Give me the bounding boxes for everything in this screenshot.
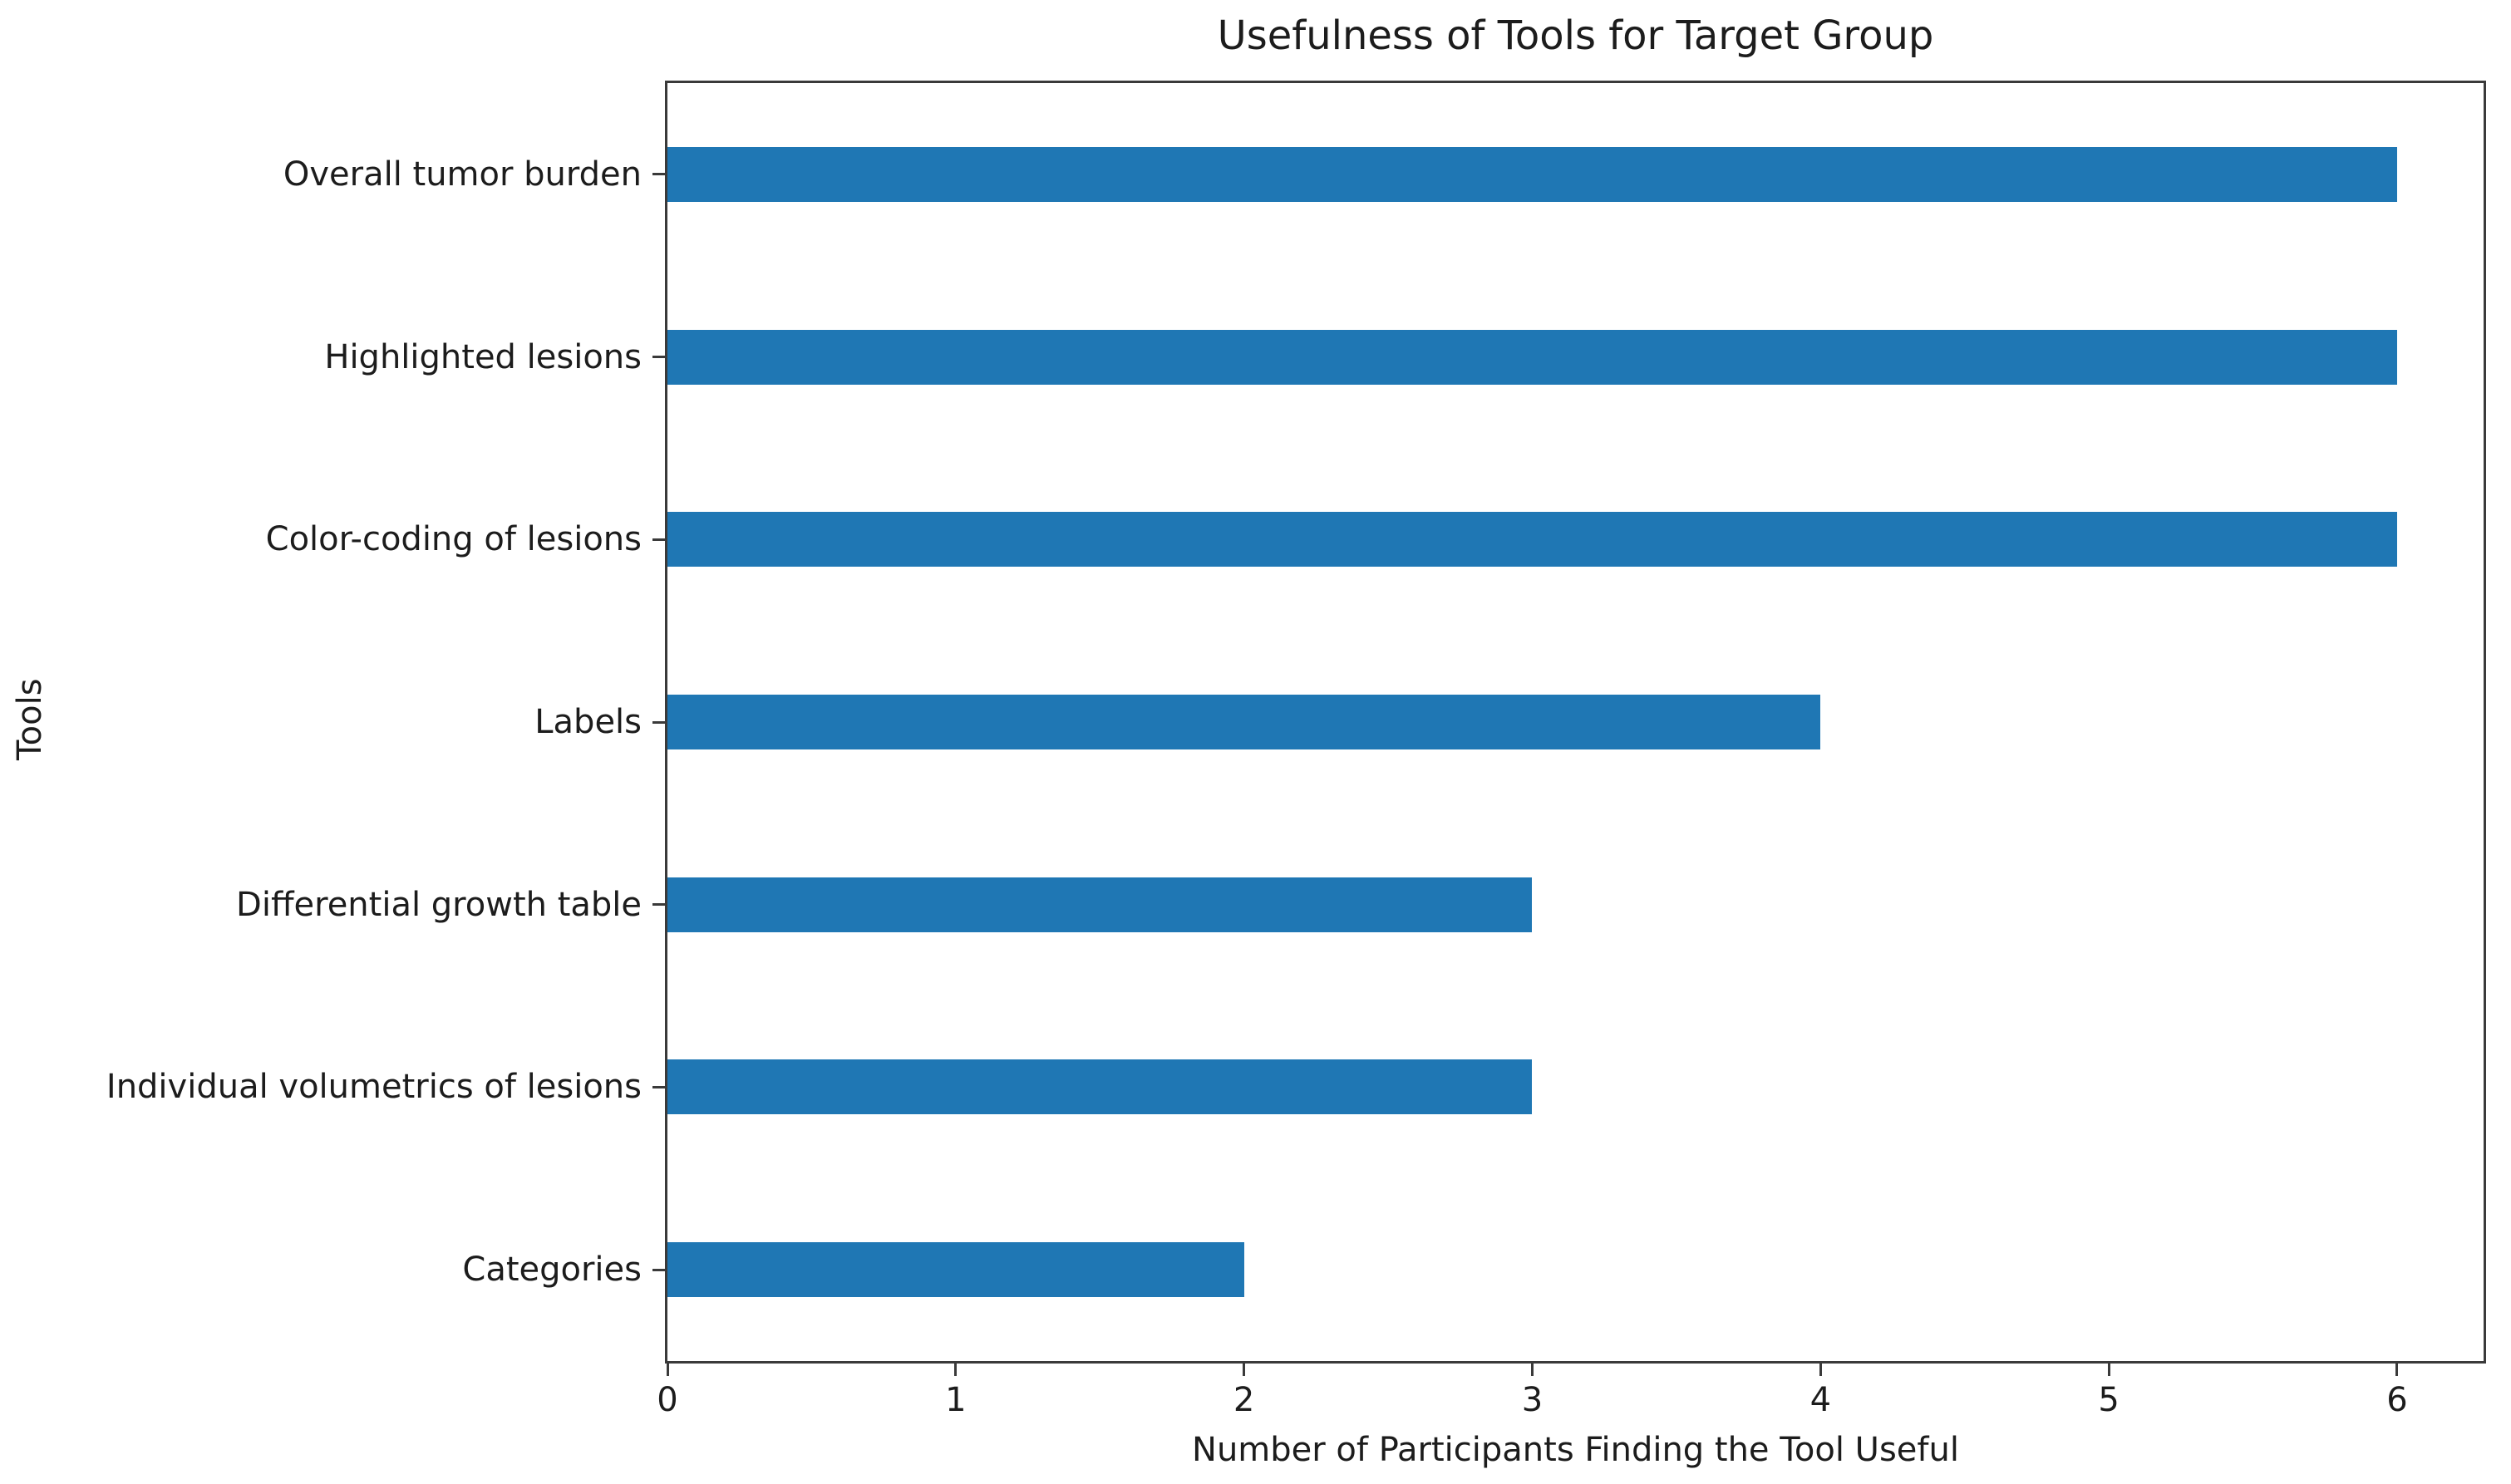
x-tick-label: 6 [2386,1381,2408,1419]
y-tick-label: Differential growth table [236,885,642,924]
y-tick-mark [652,538,665,541]
bar [667,1242,1244,1298]
x-tick-label: 3 [1521,1381,1544,1419]
y-tick-mark [652,356,665,359]
bar [667,1059,1533,1115]
y-tick-label: Labels [534,703,642,741]
x-tick-mark [666,1364,669,1376]
x-tick-mark [2107,1364,2110,1376]
y-tick-labels: Overall tumor burden Highlighted lesions C… [0,83,642,1361]
y-tick-label: Individual volumetrics of lesions [106,1068,642,1107]
x-tick-label: 2 [1233,1381,1255,1419]
x-tick-mark [1530,1364,1534,1376]
y-tick-label: Highlighted lesions [324,337,642,376]
y-tick-mark [652,1268,665,1271]
x-axis-label: Number of Participants Finding the Tool … [1192,1431,1959,1469]
x-tick-label: 4 [1809,1381,1832,1419]
x-tick-mark [1819,1364,1822,1376]
chart-title: Usefulness of Tools for Target Group [1217,12,1934,59]
bar [667,695,1821,749]
y-tick-label: Color-coding of lesions [265,520,642,559]
x-tick-mark [954,1364,958,1376]
x-tick-label: 0 [657,1381,678,1419]
bar [667,877,1533,932]
y-tick-mark [652,173,665,176]
y-tick-mark [652,903,665,907]
bar [667,512,2397,568]
y-tick-mark [652,1085,665,1088]
plot-area [665,81,2486,1364]
x-tick-mark [1243,1364,1246,1376]
bar [667,146,2397,202]
x-tick-label: 5 [2098,1381,2120,1419]
x-tick-label: 1 [945,1381,967,1419]
y-tick-mark [652,720,665,724]
y-tick-label: Overall tumor burden [283,155,642,194]
bar [667,329,2397,385]
x-tick-mark [2395,1364,2399,1376]
y-tick-label: Categories [462,1251,642,1290]
